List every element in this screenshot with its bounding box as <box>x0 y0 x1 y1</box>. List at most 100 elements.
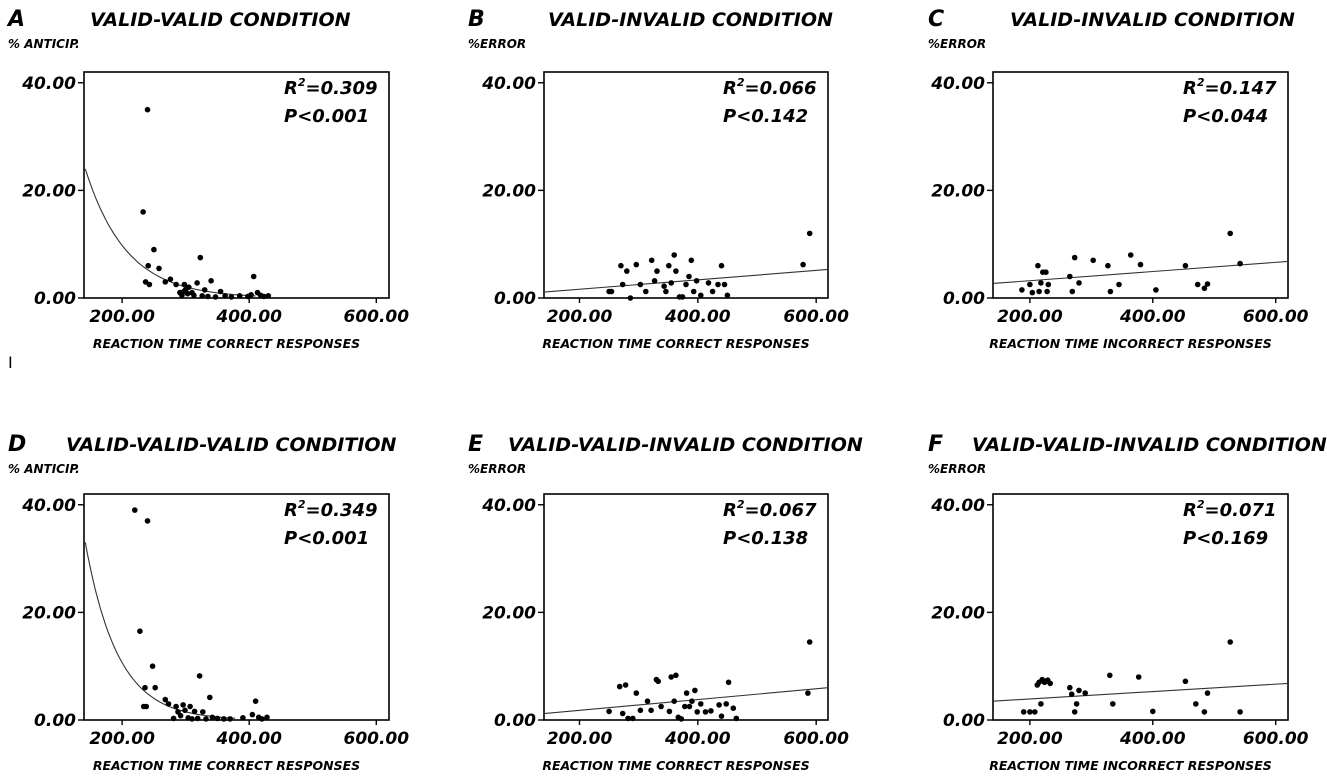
data-point <box>149 663 156 669</box>
data-point <box>661 283 667 290</box>
x-tick-label: 200.00 <box>997 307 1063 327</box>
data-point <box>1135 674 1142 680</box>
data-point <box>800 261 806 268</box>
data-point <box>151 246 157 253</box>
data-point <box>1105 262 1111 269</box>
y-tick-label: 40.00 <box>930 74 985 94</box>
y-tick-label: 0.00 <box>494 289 536 309</box>
data-point <box>1201 709 1208 715</box>
x-axis-label: REACTION TIME INCORRECT RESPONSES <box>989 758 1271 773</box>
data-point <box>666 708 673 715</box>
data-point <box>1137 261 1144 268</box>
y-tick-label: 0.00 <box>494 711 536 731</box>
y-tick-label: 40.00 <box>481 496 536 516</box>
data-point <box>1201 285 1208 292</box>
panel-title: VALID-VALID-INVALID CONDITION <box>972 434 1327 456</box>
x-tick-label: 400.00 <box>215 307 282 327</box>
data-point <box>679 294 686 300</box>
x-tick-label: 200.00 <box>547 729 613 749</box>
data-point <box>250 273 257 280</box>
y-tick-label: 0.00 <box>34 711 76 731</box>
x-tick-label: 400.00 <box>664 307 731 327</box>
data-point <box>1107 672 1113 679</box>
data-point <box>197 254 204 261</box>
r-squared-label: R2=0.309 <box>284 76 378 99</box>
panel-title: VALID-INVALID CONDITION <box>1010 9 1295 31</box>
y-tick-label: 20.00 <box>22 603 76 623</box>
data-point <box>1116 281 1122 288</box>
data-point <box>181 281 188 288</box>
data-point <box>806 639 813 645</box>
x-tick-label: 600.00 <box>343 307 409 327</box>
p-value-label: P<0.044 <box>1183 106 1268 127</box>
x-axis-label: REACTION TIME CORRECT RESPONSES <box>542 336 809 351</box>
data-point <box>688 257 695 264</box>
r-squared-label: R2=0.071 <box>1183 498 1277 521</box>
data-point <box>1047 680 1053 687</box>
data-point <box>252 698 259 704</box>
p-value-label: P<0.169 <box>1183 528 1268 549</box>
data-point <box>1090 257 1096 264</box>
data-point <box>1107 288 1114 295</box>
fit-line <box>543 687 829 715</box>
panel-e: E VALID-VALID-INVALID CONDITION %ERROR 0.00… <box>468 432 863 773</box>
data-point <box>1020 709 1027 715</box>
panel-title: VALID-INVALID CONDITION <box>548 9 833 31</box>
data-point <box>1237 260 1243 267</box>
data-point <box>643 288 649 295</box>
data-point <box>1193 701 1199 707</box>
data-point <box>627 295 634 301</box>
data-point <box>221 716 227 722</box>
y-tick-label: 40.00 <box>21 496 76 516</box>
data-point <box>682 703 688 710</box>
data-point <box>186 284 192 291</box>
data-point <box>693 278 700 284</box>
data-point <box>236 293 243 299</box>
data-point <box>630 715 636 722</box>
data-point <box>637 281 644 288</box>
data-point <box>191 708 198 715</box>
data-point <box>249 711 256 718</box>
y-tick-label: 20.00 <box>931 181 985 201</box>
panel-b: B VALID-INVALID CONDITION %ERROR 0.00 20.00 4… <box>468 7 849 351</box>
data-point <box>1036 288 1042 295</box>
data-point <box>144 106 151 113</box>
data-point <box>724 292 731 299</box>
data-point <box>212 294 219 300</box>
data-point <box>205 293 211 300</box>
data-point <box>709 288 716 295</box>
plot-frame <box>83 493 390 721</box>
fit-line <box>992 682 1289 702</box>
data-point <box>671 252 677 258</box>
y-tick-label: 20.00 <box>22 181 76 201</box>
data-point <box>1182 262 1189 269</box>
data-point <box>622 682 629 688</box>
data-point <box>1071 709 1078 715</box>
data-point <box>264 714 270 721</box>
panel-letter: A <box>6 7 25 32</box>
panel-letter: E <box>468 432 483 457</box>
data-point <box>199 293 205 299</box>
data-point <box>1194 281 1201 288</box>
r-squared-label: R2=0.067 <box>723 498 817 521</box>
data-point <box>1068 691 1075 697</box>
panel-title: VALID-VALID CONDITION <box>90 9 351 31</box>
r-squared-label: R2=0.147 <box>1183 76 1277 99</box>
x-tick-label: 200.00 <box>89 307 155 327</box>
data-point <box>1043 269 1049 276</box>
data-point <box>1044 288 1050 295</box>
plot-frame <box>543 71 829 299</box>
data-point <box>165 701 172 707</box>
data-point <box>648 707 654 714</box>
plot-frame <box>992 71 1289 299</box>
panel-title: VALID-VALID-INVALID CONDITION <box>508 434 863 456</box>
data-point <box>654 268 660 274</box>
data-point <box>671 698 677 704</box>
x-tick-label: 400.00 <box>1119 307 1186 327</box>
data-point <box>214 715 221 722</box>
y-axis-label: % ANTICIP. <box>8 37 80 51</box>
data-point <box>145 262 151 269</box>
x-axis-label: REACTION TIME CORRECT RESPONSES <box>93 758 360 773</box>
data-point <box>194 280 200 286</box>
